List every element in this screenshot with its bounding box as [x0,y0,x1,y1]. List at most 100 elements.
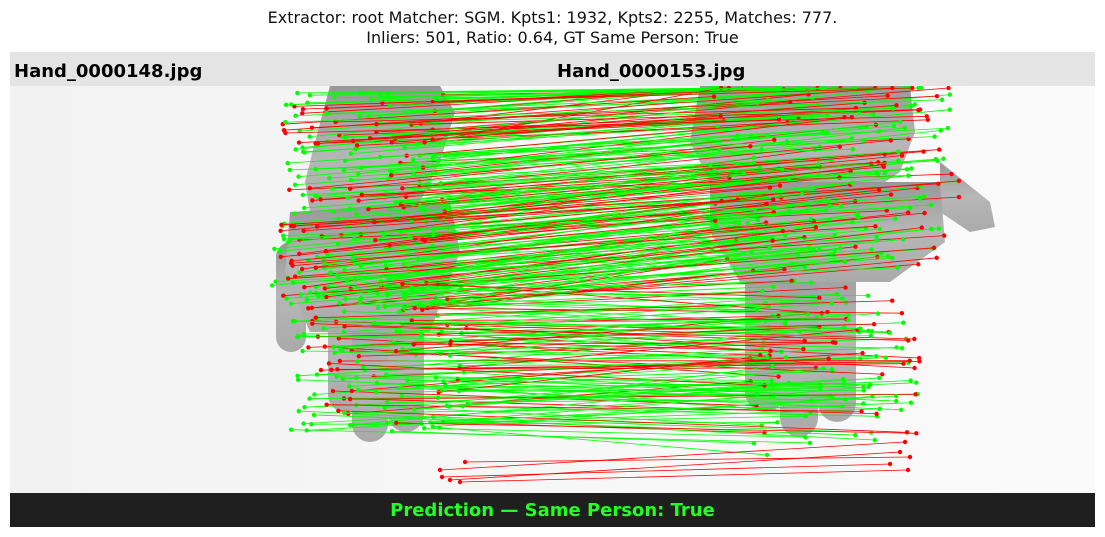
keypoint-dot [789,261,794,267]
match-line [406,116,845,157]
keypoint-dot [355,359,360,364]
match-line [284,174,795,225]
keypoint-dot [771,204,776,209]
keypoint-dot [764,452,770,458]
keypoint-dot [298,292,303,297]
keypoint-dot [771,284,776,289]
keypoint-dot [435,395,441,400]
match-line [387,399,846,403]
keypoint-dot [830,340,836,345]
match-line [449,451,901,481]
keypoint-dot [871,321,877,327]
match-visualization-panel: Hand_0000148.jpg Hand_0000153.jpg Predic… [10,52,1095,527]
match-line [380,267,898,285]
keypoint-dot [437,425,442,430]
keypoint-dot [869,161,874,166]
keypoint-dot [716,147,722,153]
keypoint-dot [278,254,284,260]
match-line [438,334,920,359]
match-line [285,99,943,123]
match-line [356,377,772,381]
keypoint-dot [811,246,816,252]
keypoint-dot [356,353,362,359]
keypoint-dot [358,90,363,95]
keypoint-dot [347,396,353,402]
match-line [387,294,848,316]
keypoint-dot [890,298,895,303]
keypoint-dot [755,234,761,240]
keypoint-dot [890,85,895,91]
keypoint-dot [850,146,856,152]
keypoint-dot [771,210,776,215]
match-line [297,330,873,338]
keypoint-dot [916,85,921,91]
keypoint-dot [850,219,855,225]
keypoint-dot [386,176,391,181]
keypoint-dot [295,90,300,96]
keypoint-dot [898,407,904,412]
keypoint-dot [302,284,307,290]
keypoint-dot [357,114,362,119]
match-line [405,162,885,198]
match-line [447,315,779,326]
match-line [462,366,773,407]
keypoint-dot [398,202,404,207]
keypoint-dot [884,208,890,213]
keypoint-dot [292,104,297,109]
keypoint-dot [925,117,931,122]
keypoint-dot [318,197,323,202]
keypoint-dot [289,223,294,229]
keypoint-dot [754,391,760,396]
keypoint-dot [873,224,878,229]
keypoint-dot [314,224,320,229]
keypoint-dot [358,295,364,301]
keypoint-dot [448,339,454,344]
match-line [438,355,770,393]
keypoint-dot [283,130,288,136]
match-line [293,185,780,227]
keypoint-dot [300,348,305,354]
keypoint-dot [400,186,405,191]
keypoint-dot [912,365,917,371]
keypoint-dot [713,218,718,224]
match-line [460,282,812,289]
keypoint-dot [348,177,354,183]
keypoint-dot [315,141,321,146]
keypoint-dot [295,377,301,382]
keypoint-dot [422,140,427,145]
match-line [424,427,806,438]
keypoint-dot [874,234,880,239]
keypoint-dot [367,114,372,119]
keypoint-dot [868,333,873,338]
keypoint-dot [433,375,438,380]
keypoint-dot [715,124,720,129]
match-line [403,280,794,294]
match-line [424,87,722,143]
match-line [447,249,836,289]
match-line [363,347,897,368]
keypoint-dot [803,413,808,419]
keypoint-dot [438,180,443,186]
keypoint-dot [874,353,879,359]
match-line [350,393,916,400]
keypoint-dot [283,102,289,108]
match-line [338,410,908,433]
match-line [343,398,877,415]
match-line [287,182,853,243]
keypoint-dot [405,378,410,383]
keypoint-dot [376,305,381,311]
keypoint-dot [382,405,388,411]
keypoint-dot [852,199,858,204]
keypoint-dot [933,156,939,162]
keypoint-dot [800,85,806,91]
match-line [291,199,774,227]
keypoint-dot [863,225,869,231]
match-line [404,263,792,299]
keypoint-dot [840,296,845,301]
keypoint-dot [858,326,863,331]
keypoint-dot [417,153,423,158]
keypoint-dot [945,126,951,131]
match-line [368,163,872,210]
keypoint-dot [442,153,447,158]
keypoint-dot [934,93,940,99]
